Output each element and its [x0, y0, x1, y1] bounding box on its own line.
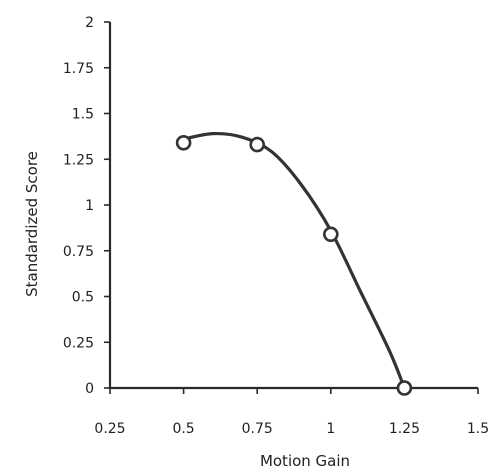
y-axis-title: Standardized Score: [23, 151, 41, 297]
x-tick-label: 1: [326, 421, 335, 437]
x-tick-label: 0.5: [172, 421, 194, 437]
data-point: [322, 226, 339, 243]
y-tick-label: 2: [85, 15, 94, 31]
plot-area: [175, 131, 413, 396]
x-tick-label: 1.5: [467, 421, 489, 437]
data-point: [396, 380, 413, 396]
y-tick-label: 1.75: [63, 61, 94, 77]
y-tick-label: 0.75: [63, 244, 94, 260]
y-tick-label: 0: [85, 381, 94, 397]
x-tick-label: 0.75: [242, 421, 273, 437]
y-tick-label: 0.25: [63, 335, 94, 351]
x-tick-label: 1.25: [389, 421, 420, 437]
y-tick-label: 1.25: [63, 152, 94, 168]
y-axis-ticks: 0 0.25 0.5 0.75 1 1.25 1.5 1.75 2: [63, 15, 110, 397]
y-tick-label: 0.5: [72, 290, 94, 306]
x-tick-label: 0.25: [94, 421, 125, 437]
data-point: [175, 134, 192, 151]
axes: [108, 22, 478, 390]
y-tick-label: 1.5: [72, 107, 94, 123]
trendline: [182, 131, 406, 390]
data-point: [249, 136, 266, 153]
x-axis-ticks: 0.25 0.5 0.75 1 1.25 1.5: [94, 388, 489, 437]
y-tick-label: 1: [85, 198, 94, 214]
x-axis-title: Motion Gain: [260, 452, 350, 470]
